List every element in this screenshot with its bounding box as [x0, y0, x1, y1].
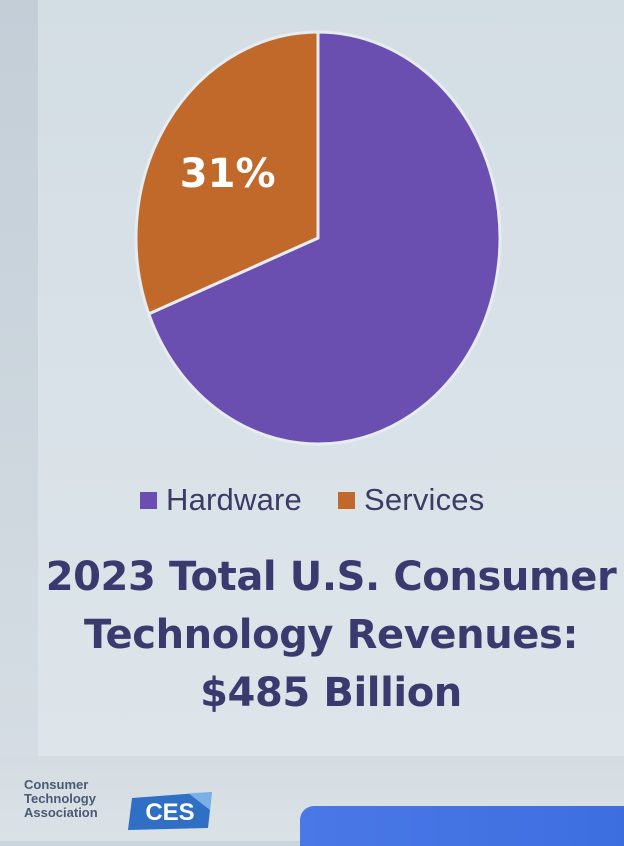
cta-logo-line-2: Technology [24, 791, 96, 806]
pie-slice-services [134, 30, 320, 316]
services-percent-label: 31% [180, 151, 276, 197]
title-line-2: Technology Revenues: [83, 612, 579, 658]
legend-item-hardware: Hardware [140, 482, 302, 518]
blue-banner [300, 806, 624, 846]
ces-logo: CES [128, 792, 212, 830]
cta-logo-line-3: Association [24, 805, 98, 820]
slide-title: 2023 Total U.S. Consumer Technology Reve… [38, 548, 624, 722]
cta-logo-line-1: Consumer [24, 777, 89, 792]
chart-legend: Hardware Services [140, 476, 540, 524]
title-line-3: $485 Billion [200, 670, 462, 716]
pie-chart: 31% [134, 30, 502, 446]
pie-slices [134, 30, 502, 446]
legend-label-hardware: Hardware [166, 482, 302, 517]
services-swatch [337, 491, 355, 509]
pie-slice-hardware [146, 30, 502, 446]
cta-logo: Consumer Technology Association [24, 778, 124, 820]
ces-logo-text: CES [145, 799, 194, 826]
title-line-1: 2023 Total U.S. Consumer [45, 554, 617, 600]
legend-item-services: Services [337, 482, 485, 518]
legend-label-services: Services [363, 482, 485, 517]
hardware-swatch [140, 491, 157, 509]
